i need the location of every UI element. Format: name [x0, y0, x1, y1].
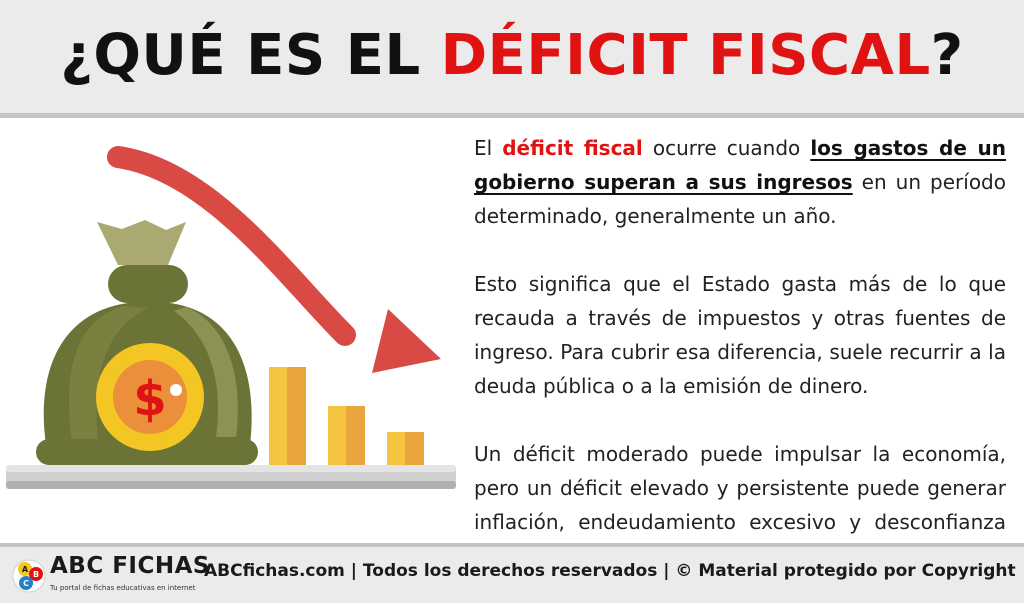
title-highlight: DÉFICIT FISCAL	[440, 23, 931, 88]
definition-lead: El	[474, 136, 503, 160]
shelf-icon	[6, 465, 456, 489]
brand-name: ABC FICHAS	[50, 553, 210, 579]
keyword-deficit-fiscal: déficit fiscal	[502, 136, 643, 160]
title-part1: ¿QUÉ ES EL	[60, 23, 441, 88]
underlined-definition: los gastos de un gobierno superan a sus …	[474, 136, 1007, 194]
down-arrow-icon	[107, 146, 441, 373]
deficit-illustration: $	[6, 146, 456, 489]
logo-letter-b: B	[33, 570, 39, 579]
coin-symbol: $	[133, 371, 166, 427]
paragraph-definition: El déficit fiscal ocurre cuando los gast…	[474, 131, 1006, 233]
abc-logo-icon: A B C	[12, 559, 46, 593]
bar-chart-icon	[269, 367, 424, 465]
footer-copyright: ABCfichas.com | Todos los derechos reser…	[204, 561, 1016, 581]
page-title: ¿QUÉ ES EL DÉFICIT FISCAL?	[0, 16, 1024, 96]
paragraph-explanation: Esto significa que el Estado gasta más d…	[474, 272, 1006, 398]
definition-end: en un período determinado, generalmente …	[474, 170, 1006, 228]
title-part2: ?	[930, 23, 964, 88]
definition-mid: ocurre cuando	[642, 136, 811, 160]
title-band: ¿QUÉ ES EL DÉFICIT FISCAL?	[0, 0, 1024, 118]
content-text: El déficit fiscal ocurre cuando los gast…	[474, 131, 1006, 573]
logo-letter-a: A	[22, 565, 29, 574]
brand-tagline: Tu portal de fichas educativas en intern…	[50, 584, 196, 592]
logo-letter-c: C	[23, 579, 29, 588]
footer: A B C ABC FICHAS Tu portal de fichas edu…	[0, 543, 1024, 603]
coin-icon: $	[96, 343, 204, 451]
